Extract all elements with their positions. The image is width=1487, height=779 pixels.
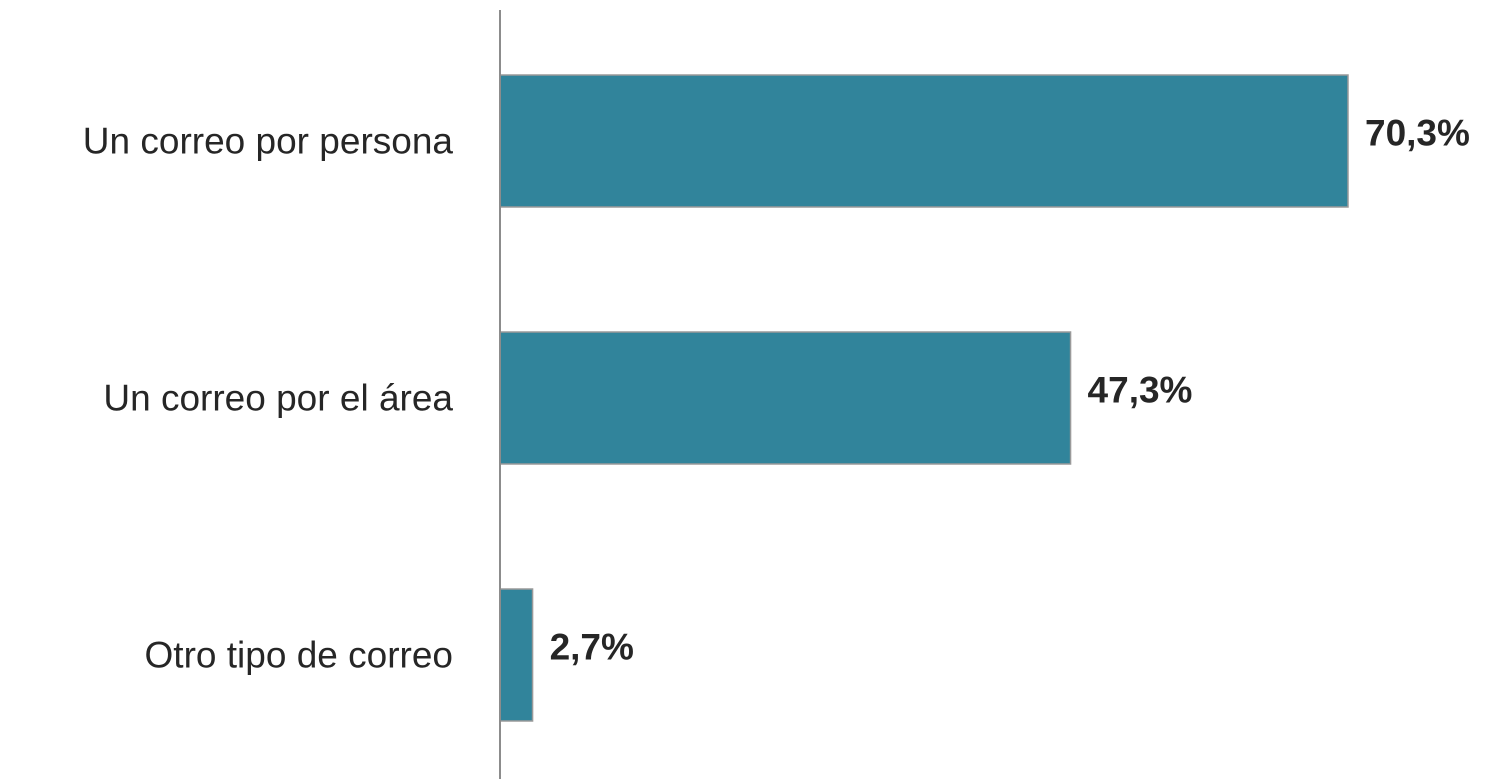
value-labels: 70,3% 47,3% 2,7% (550, 113, 1470, 668)
category-label: Un correo por persona (83, 121, 454, 162)
category-label: Otro tipo de correo (145, 635, 453, 676)
category-label: Un correo por el área (103, 378, 453, 419)
bar (499, 74, 1349, 208)
data-label: 47,3% (1088, 370, 1193, 411)
bar (499, 588, 534, 722)
bars (499, 74, 1349, 722)
data-label: 2,7% (550, 627, 634, 668)
data-label: 70,3% (1365, 113, 1470, 154)
bar (499, 331, 1072, 465)
category-labels: Un correo por persona Un correo por el ár… (83, 121, 454, 676)
